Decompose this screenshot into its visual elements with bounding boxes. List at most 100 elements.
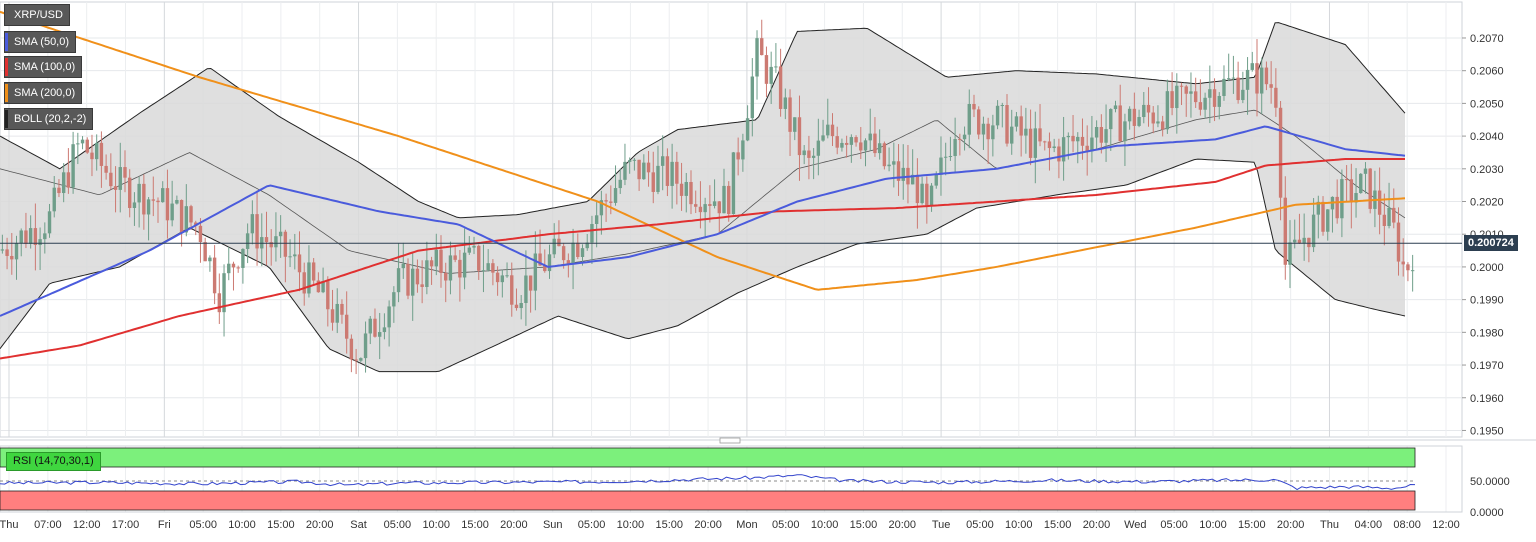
legend-item-sma100[interactable]: SMA (100,0) [4, 56, 83, 78]
legend-item-boll[interactable]: BOLL (20,2,-2) [4, 108, 94, 130]
legend-item-xrpusd[interactable]: XRP/USD [4, 4, 70, 26]
candle-body [981, 123, 986, 135]
candle-body [208, 257, 212, 262]
candle-body [590, 223, 594, 243]
candle-body [104, 165, 108, 173]
x-tick-label: 15:00 [461, 519, 489, 531]
candle-body [986, 123, 990, 140]
candle-body [722, 185, 726, 214]
candle-body [741, 140, 745, 160]
y-tick-label: 0.2050 [1470, 98, 1504, 110]
candle-body [703, 204, 707, 213]
candle-body [278, 231, 283, 237]
candle-body [1344, 179, 1349, 181]
candle-body [1236, 77, 1240, 101]
candle-body [1307, 237, 1311, 248]
candle-body [1132, 108, 1137, 126]
candle-body [708, 204, 712, 206]
y-tick-label: 0.1950 [1470, 425, 1504, 437]
candle-body [198, 225, 203, 243]
candle-body [1146, 104, 1151, 113]
x-tick-label: 10:00 [1199, 519, 1227, 531]
candle-body [1302, 237, 1306, 244]
candle-body [948, 156, 953, 158]
candle-body [939, 157, 943, 175]
candle-body [854, 137, 858, 143]
candle-body [618, 179, 622, 189]
candle-body [113, 186, 118, 190]
candle-body [1406, 264, 1410, 271]
rsi-label[interactable]: RSI (14,70,30,1) [6, 452, 101, 471]
candle-body [156, 200, 160, 203]
candle-body [958, 139, 962, 141]
candle-body [123, 167, 127, 178]
x-tick-label: Thu [1320, 519, 1339, 531]
boll-lower-line [0, 158, 1406, 373]
candle-body [604, 200, 608, 202]
candle-body [1071, 135, 1075, 142]
candle-body [566, 260, 571, 265]
candle-body [580, 248, 585, 257]
candle-body [877, 143, 882, 154]
panel-resize-handle [719, 437, 741, 444]
x-tick-label: 05:00 [189, 519, 217, 531]
x-tick-label: 12:00 [73, 519, 101, 531]
candle-body [85, 139, 89, 153]
rsi-frame [0, 445, 1463, 513]
candle-body [326, 281, 330, 310]
candle-body [354, 359, 358, 361]
candle-body [632, 159, 637, 161]
candle-body [533, 253, 538, 291]
candle-body [1288, 242, 1292, 265]
candle-body [561, 246, 566, 261]
candle-body [1189, 91, 1193, 94]
candle-body [1179, 85, 1184, 87]
legend-swatch [5, 110, 8, 128]
candle-body [1109, 109, 1113, 130]
candle-body [698, 206, 703, 213]
legend-item-sma50[interactable]: SMA (50,0) [4, 31, 77, 53]
x-tick-label: Wed [1124, 519, 1146, 531]
candle-body [811, 155, 816, 158]
x-tick-label: 12:00 [1432, 519, 1460, 531]
candle-body [524, 275, 528, 304]
candle-body [557, 238, 561, 247]
x-tick-label: 20:00 [306, 519, 334, 531]
candle-body [934, 174, 938, 186]
y-tick-label: 0.1990 [1470, 295, 1504, 307]
rsi-overbought-zone [0, 447, 1416, 468]
candle-body [5, 249, 9, 256]
candle-body [28, 228, 33, 244]
candle-body [1038, 128, 1042, 142]
y-tick-label: 0.2020 [1470, 197, 1504, 209]
candle-body [943, 156, 948, 158]
y-tick-label: 0.1970 [1470, 360, 1504, 372]
candle-body [991, 125, 995, 140]
candle-body [859, 142, 863, 151]
candle-body [1226, 78, 1231, 80]
candle-body [609, 201, 613, 203]
candle-body [689, 181, 693, 205]
legend-label: XRP/USD [14, 9, 63, 21]
candle-body [1057, 146, 1061, 162]
candle-body [1250, 63, 1254, 70]
candle-body [731, 152, 736, 215]
candle-body [283, 231, 288, 257]
candle-body [1349, 179, 1354, 203]
candle-body [835, 136, 839, 148]
candle-body [585, 242, 589, 249]
candle-body [128, 177, 132, 208]
x-tick-label: 05:00 [772, 519, 800, 531]
candle-body [363, 333, 368, 359]
candle-body [321, 281, 325, 293]
candle-body [1297, 239, 1302, 244]
candle-body [245, 233, 250, 249]
candle-body [826, 124, 830, 136]
candle-body [189, 206, 193, 223]
candle-body [1340, 179, 1344, 219]
candle-body [538, 253, 542, 266]
candle-body [670, 161, 674, 186]
legend-item-sma200[interactable]: SMA (200,0) [4, 82, 83, 104]
